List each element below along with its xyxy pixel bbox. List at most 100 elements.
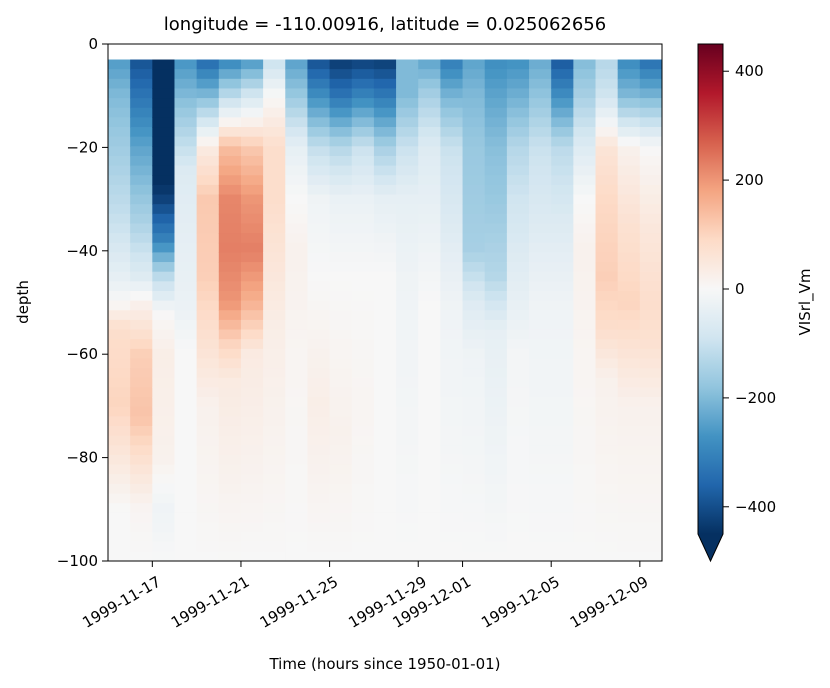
heatmap-cell: [351, 310, 375, 321]
heatmap-cell: [329, 522, 353, 533]
heatmap-cell: [373, 127, 397, 138]
heatmap-cell: [484, 146, 508, 157]
heatmap-cell: [174, 397, 198, 408]
heatmap-cell: [595, 397, 619, 408]
heatmap-cell: [108, 368, 131, 379]
heatmap-cell: [351, 368, 375, 379]
heatmap-cell: [484, 454, 508, 466]
heatmap-cell: [573, 59, 597, 70]
heatmap-cell: [307, 252, 331, 263]
heatmap-cell: [595, 425, 619, 437]
heatmap-cell: [529, 503, 552, 514]
heatmap-cell: [108, 88, 131, 99]
heatmap-cell: [506, 98, 530, 109]
heatmap-cell: [263, 88, 286, 99]
heatmap-cell: [152, 474, 176, 485]
heatmap-cell: [551, 107, 574, 118]
heatmap-cell: [529, 300, 552, 311]
heatmap-cell: [617, 281, 641, 292]
heatmap-cell: [329, 136, 353, 147]
heatmap-cell: [351, 184, 375, 196]
heatmap-cell: [440, 503, 464, 514]
heatmap-cell: [307, 368, 331, 379]
heatmap-cell: [351, 59, 375, 70]
heatmap-cell: [307, 454, 331, 466]
heatmap-cell: [285, 281, 309, 292]
heatmap-cell: [152, 416, 176, 427]
heatmap-cell: [130, 184, 153, 196]
heatmap-cell: [617, 339, 641, 350]
heatmap-cell: [218, 194, 242, 205]
heatmap-cell: [174, 406, 198, 417]
heatmap-cell: [373, 88, 397, 99]
heatmap-cell: [285, 532, 309, 543]
heatmap-cell: [218, 406, 242, 417]
heatmap-cell: [573, 454, 597, 466]
heatmap-cell: [418, 319, 441, 331]
heatmap-cell: [218, 213, 242, 225]
heatmap-cell: [373, 319, 397, 331]
heatmap-cell: [418, 348, 441, 360]
heatmap-cell: [130, 136, 153, 147]
heatmap-cell: [440, 397, 464, 408]
heatmap-cell: [263, 377, 286, 388]
heatmap-cell: [373, 78, 397, 90]
heatmap-cell: [595, 483, 619, 495]
heatmap-cell: [551, 512, 574, 524]
heatmap-cell: [529, 310, 552, 321]
heatmap-cell: [196, 483, 220, 495]
heatmap-cell: [174, 146, 198, 157]
x-axis: 1999-11-17 1999-11-21 1999-11-25 1999-11-29…: [79, 561, 651, 632]
heatmap-cell: [263, 98, 286, 109]
heatmap-cell: [639, 483, 662, 495]
heatmap-cell: [240, 242, 264, 253]
heatmap-cell: [639, 348, 662, 360]
heatmap-cell: [418, 493, 441, 504]
heatmap-cell: [130, 339, 153, 350]
heatmap-cell: [396, 454, 419, 466]
heatmap-cell: [329, 88, 353, 99]
heatmap-cell: [373, 310, 397, 321]
heatmap-cell: [551, 406, 574, 417]
heatmap-cell: [329, 358, 353, 369]
heatmap-cell: [551, 223, 574, 234]
heatmap-cell: [196, 329, 220, 340]
heatmap-cell: [462, 445, 486, 456]
heatmap-cell: [573, 493, 597, 504]
heatmap-cell: [196, 454, 220, 466]
x-tick-label: 1999-12-05: [478, 573, 563, 632]
heatmap-cell: [285, 213, 309, 225]
heatmap-cell: [418, 233, 441, 244]
heatmap-cell: [639, 184, 662, 196]
heatmap-cell: [351, 146, 375, 157]
heatmap-cell: [484, 464, 508, 475]
heatmap-cell: [617, 445, 641, 456]
heatmap-cell: [218, 512, 242, 524]
heatmap-cell: [595, 184, 619, 196]
heatmap-cell: [484, 242, 508, 253]
heatmap-cell: [351, 319, 375, 331]
heatmap-cell: [285, 483, 309, 495]
heatmap-cell: [506, 59, 530, 70]
heatmap-cell: [617, 493, 641, 504]
heatmap-cell: [196, 223, 220, 234]
heatmap-cell: [240, 136, 264, 147]
heatmap-cell: [639, 541, 662, 552]
heatmap-cell: [130, 155, 153, 167]
heatmap-cell: [329, 445, 353, 456]
heatmap-cell: [307, 127, 331, 138]
heatmap-cell: [174, 358, 198, 369]
heatmap-cell: [108, 194, 131, 205]
heatmap-cell: [418, 107, 441, 118]
heatmap-cell: [130, 290, 153, 302]
heatmap-cell: [196, 397, 220, 408]
heatmap-cell: [373, 368, 397, 379]
heatmap-cell: [307, 223, 331, 234]
heatmap-cell: [196, 532, 220, 543]
heatmap-cell: [218, 541, 242, 552]
heatmap-cell: [639, 522, 662, 533]
heatmap-cell: [285, 358, 309, 369]
heatmap-cell: [196, 493, 220, 504]
heatmap-cell: [418, 445, 441, 456]
heatmap-cell: [174, 493, 198, 504]
